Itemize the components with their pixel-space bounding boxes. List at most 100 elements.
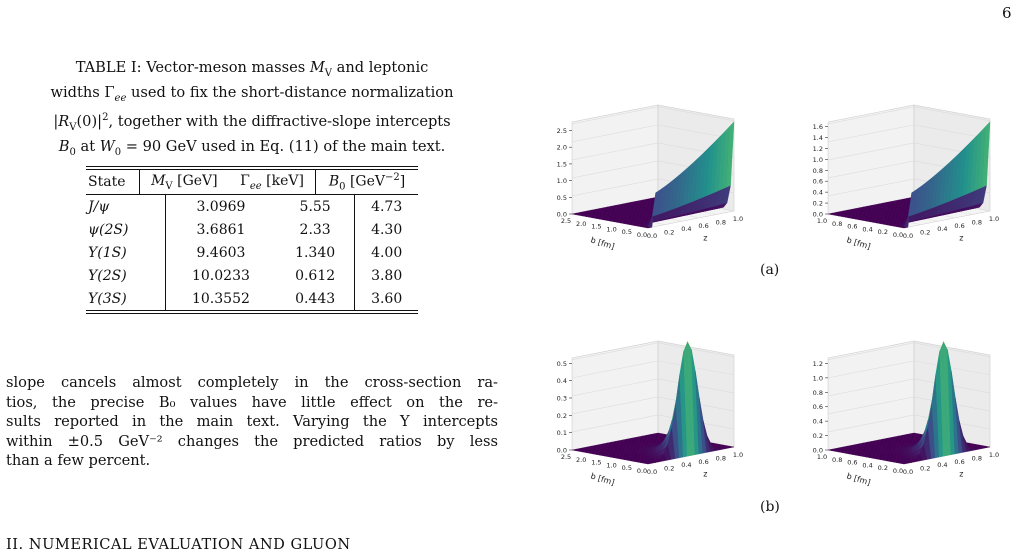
- cell-width: 0.443: [276, 287, 355, 310]
- b-tick-label: 0.6: [847, 223, 857, 231]
- body-line: sults reported in the main text. Varying…: [6, 412, 498, 432]
- zvalue-tick-label: 0.4: [813, 189, 823, 197]
- cell-slope: 3.80: [355, 264, 418, 287]
- b-tick-label: 1.5: [591, 459, 601, 467]
- zvalue-tick-label: 0.5: [557, 360, 567, 368]
- cell-slope: 4.30: [355, 218, 418, 241]
- zvalue-tick-label: 0.1: [557, 429, 567, 437]
- header-slope: B0 [GeV−2]: [316, 170, 418, 194]
- b-axis-label: b [fm]: [846, 235, 872, 251]
- z-tick-label: 0.8: [716, 218, 726, 226]
- z-tick-label: 0.4: [937, 225, 947, 233]
- zvalue-tick-label: 0.2: [813, 432, 823, 440]
- b-tick-label: 2.5: [561, 453, 571, 461]
- zvalue-tick-label: 0.5: [557, 194, 567, 202]
- zvalue-tick-label: 1.0: [813, 374, 823, 382]
- zvalue-tick-label: 0.8: [813, 389, 823, 397]
- b-tick-label: 2.0: [576, 456, 586, 464]
- caption-line: B0 at W0 = 90 GeV used in Eq. (11) of th…: [6, 137, 498, 162]
- b-tick-label: 0.0: [893, 467, 903, 475]
- cell-mass: 10.3552: [165, 287, 275, 310]
- z-tick-label: 0.6: [698, 222, 708, 230]
- b-tick-label: 0.4: [862, 225, 872, 233]
- z-tick-label: 0.4: [937, 461, 947, 469]
- cell-width: 1.340: [276, 241, 355, 264]
- zvalue-tick-label: 1.0: [557, 177, 567, 185]
- b-tick-label: 1.5: [591, 223, 601, 231]
- z-tick-label: 0.8: [972, 218, 982, 226]
- b-tick-label: 0.8: [832, 220, 842, 228]
- header-state: State: [86, 170, 139, 194]
- b-axis-label: b [fm]: [590, 471, 616, 487]
- body-line: slope cancels almost completely in the c…: [6, 373, 498, 393]
- b-tick-label: 1.0: [606, 225, 616, 233]
- b-tick-label: 1.0: [817, 217, 827, 225]
- surface-plot-a-right: 0.0 0.2 0.4 0.6 0.8 1.0 1.2 1.4 1.6 0.0 0.2 0.4 0.6 0…: [776, 96, 1024, 254]
- zvalue-tick-label: 1.0: [813, 156, 823, 164]
- data-table: State MV [GeV] Γee [keV] B0 [GeV−2] J/ψ 3…: [86, 166, 418, 314]
- z-tick-label: 0.0: [903, 232, 913, 240]
- cell-slope: 4.73: [355, 195, 418, 218]
- cell-slope: 3.60: [355, 287, 418, 310]
- z-axis-label: z: [959, 470, 963, 479]
- zvalue-tick-label: 0.8: [813, 167, 823, 175]
- b-tick-label: 0.5: [622, 228, 632, 236]
- cell-width: 5.55: [276, 195, 355, 218]
- b-tick-label: 2.5: [561, 217, 571, 225]
- body-line: within ±0.5 GeV⁻² changes the predicted …: [6, 432, 498, 452]
- z-tick-label: 0.6: [954, 222, 964, 230]
- z-axis-label: z: [959, 234, 963, 243]
- b-axis-label: b [fm]: [590, 235, 616, 251]
- table-header-row: State MV [GeV] Γee [keV] B0 [GeV−2]: [86, 170, 418, 194]
- b-tick-label: 1.0: [817, 453, 827, 461]
- b-tick-label: 0.4: [862, 461, 872, 469]
- zvalue-tick-label: 2.5: [557, 127, 567, 135]
- zvalue-tick-label: 1.6: [813, 123, 823, 131]
- cell-mass: 10.0233: [165, 264, 275, 287]
- surface-plot-b-right: 0.0 0.2 0.4 0.6 0.8 1.0 1.2 0.0 0.2 0.4 0.6 0.8 1.0 0…: [776, 332, 1024, 490]
- z-tick-label: 1.0: [733, 451, 743, 459]
- z-tick-label: 0.0: [647, 232, 657, 240]
- zvalue-tick-label: 1.2: [813, 360, 823, 368]
- b-axis-label: b [fm]: [846, 471, 872, 487]
- b-tick-label: 0.2: [878, 464, 888, 472]
- z-tick-label: 0.6: [954, 458, 964, 466]
- z-tick-label: 0.0: [903, 468, 913, 476]
- zvalue-tick-label: 1.5: [557, 160, 567, 168]
- z-tick-label: 1.0: [989, 451, 999, 459]
- z-tick-label: 0.8: [716, 454, 726, 462]
- z-tick-label: 0.8: [972, 454, 982, 462]
- z-tick-label: 0.0: [647, 468, 657, 476]
- zvalue-tick-label: 0.2: [813, 200, 823, 208]
- header-mass: MV [GeV]: [139, 170, 229, 194]
- z-tick-label: 1.0: [733, 215, 743, 223]
- caption-line: TABLE I: Vector-meson masses MV and lept…: [6, 58, 498, 83]
- z-tick-label: 0.2: [664, 465, 674, 473]
- z-tick-label: 1.0: [989, 215, 999, 223]
- b-tick-label: 0.5: [622, 464, 632, 472]
- zvalue-tick-label: 0.6: [813, 403, 823, 411]
- z-tick-label: 0.4: [681, 225, 691, 233]
- cell-state: ψ(2S): [86, 218, 165, 241]
- page-number: 6: [1002, 4, 1012, 22]
- zvalue-tick-label: 1.2: [813, 145, 823, 153]
- cell-state: J/ψ: [86, 195, 165, 218]
- figure-label-a: (a): [760, 262, 779, 278]
- b-tick-label: 0.8: [832, 456, 842, 464]
- cell-width: 0.612: [276, 264, 355, 287]
- b-tick-label: 0.0: [637, 467, 647, 475]
- cell-width: 2.33: [276, 218, 355, 241]
- z-tick-label: 0.4: [681, 461, 691, 469]
- z-tick-label: 0.2: [920, 229, 930, 237]
- body-line: than a few percent.: [6, 451, 498, 471]
- zvalue-tick-label: 0.4: [813, 418, 823, 426]
- b-tick-label: 0.0: [893, 231, 903, 239]
- zvalue-tick-label: 1.4: [813, 134, 823, 142]
- cell-state: Υ(1S): [86, 241, 165, 264]
